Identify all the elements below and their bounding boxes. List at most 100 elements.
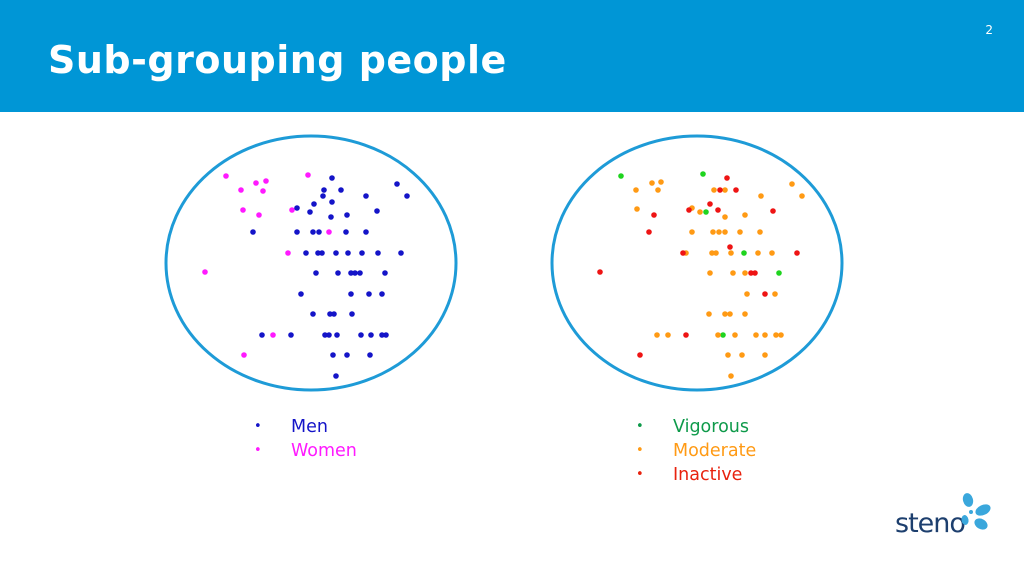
men-dot	[333, 250, 339, 256]
moderate-dot	[716, 229, 722, 235]
moderate-dot	[778, 332, 784, 338]
men-dot	[379, 332, 385, 338]
men-dot	[303, 250, 309, 256]
men-dot	[298, 291, 304, 297]
women-dot	[326, 229, 332, 235]
men-dot	[294, 229, 300, 235]
vigorous-dot	[741, 250, 747, 256]
men-dot	[338, 187, 344, 193]
women-dot	[238, 187, 244, 193]
men-dot	[259, 332, 265, 338]
men-dot	[352, 270, 358, 276]
vigorous-dot	[618, 173, 624, 179]
legend-label: Moderate	[673, 441, 757, 461]
men-dot	[379, 291, 385, 297]
men-dot	[348, 270, 354, 276]
legend-label: Women	[291, 441, 357, 461]
moderate-dot	[789, 181, 795, 187]
moderate-dot	[725, 352, 731, 358]
moderate-dot	[762, 332, 768, 338]
women-dot	[285, 250, 291, 256]
men-dot	[288, 332, 294, 338]
moderate-dot	[722, 187, 728, 193]
men-dot	[398, 250, 404, 256]
moderate-dot	[711, 187, 717, 193]
legend-item-vigorous: • Vigorous	[636, 415, 756, 439]
inactive-dot	[724, 175, 730, 181]
moderate-dot	[728, 250, 734, 256]
women-dot	[270, 332, 276, 338]
moderate-dot	[722, 214, 728, 220]
women-dot	[289, 207, 295, 213]
men-dot	[320, 193, 326, 199]
moderate-dot	[697, 209, 703, 215]
inactive-dot	[680, 250, 686, 256]
moderate-dot	[772, 291, 778, 297]
inactive-dot	[683, 332, 689, 338]
men-dot	[367, 352, 373, 358]
legend-label: Vigorous	[673, 417, 749, 437]
men-dot	[335, 270, 341, 276]
moderate-dot	[742, 311, 748, 317]
women-dot	[253, 180, 259, 186]
men-dot	[383, 332, 389, 338]
vigorous-dot	[720, 332, 726, 338]
inactive-dot	[727, 244, 733, 250]
men-dot	[322, 332, 328, 338]
men-dot	[315, 250, 321, 256]
logo-text: steno	[895, 508, 966, 539]
inactive-dot	[762, 291, 768, 297]
legend-item-women: • Women	[254, 439, 357, 463]
men-dot	[394, 181, 400, 187]
men-dot	[348, 291, 354, 297]
moderate-dot	[742, 270, 748, 276]
moderate-dot	[737, 229, 743, 235]
moderate-dot	[732, 332, 738, 338]
moderate-dot	[710, 229, 716, 235]
men-dot	[345, 250, 351, 256]
men-dot	[375, 250, 381, 256]
women-dot	[223, 173, 229, 179]
moderate-dot	[739, 352, 745, 358]
page-number: 2	[985, 23, 993, 37]
legend-item-moderate: • Moderate	[636, 439, 756, 463]
inactive-dot	[715, 207, 721, 213]
inactive-dot	[637, 352, 643, 358]
moderate-dot	[722, 311, 728, 317]
men-dot	[363, 229, 369, 235]
moderate-dot	[727, 311, 733, 317]
men-dot	[294, 205, 300, 211]
men-dot	[319, 250, 325, 256]
bullet-icon: •	[636, 443, 644, 458]
moderate-dot	[773, 332, 779, 338]
women-dot	[263, 178, 269, 184]
moderate-dot	[769, 250, 775, 256]
men-dot	[358, 332, 364, 338]
moderate-dot	[665, 332, 671, 338]
women-dot	[202, 269, 208, 275]
inactive-dot	[651, 212, 657, 218]
moderate-dot	[728, 373, 734, 379]
moderate-dot	[658, 179, 664, 185]
moderate-dot	[755, 250, 761, 256]
men-dot	[331, 311, 337, 317]
legend-label: Inactive	[673, 465, 743, 485]
men-dot	[344, 352, 350, 358]
women-dot	[241, 352, 247, 358]
moderate-dot	[654, 332, 660, 338]
inactive-dot	[770, 208, 776, 214]
moderate-dot	[633, 187, 639, 193]
moderate-dot	[753, 332, 759, 338]
bullet-icon: •	[636, 467, 644, 482]
sex-dot-group	[202, 172, 410, 379]
men-dot	[250, 229, 256, 235]
activity-dot-group	[597, 171, 805, 379]
men-dot	[366, 291, 372, 297]
men-dot	[310, 311, 316, 317]
moderate-dot	[715, 332, 721, 338]
men-dot	[328, 214, 334, 220]
moderate-dot	[707, 270, 713, 276]
men-dot	[311, 201, 317, 207]
vigorous-dot	[776, 270, 782, 276]
vigorous-dot	[703, 209, 709, 215]
